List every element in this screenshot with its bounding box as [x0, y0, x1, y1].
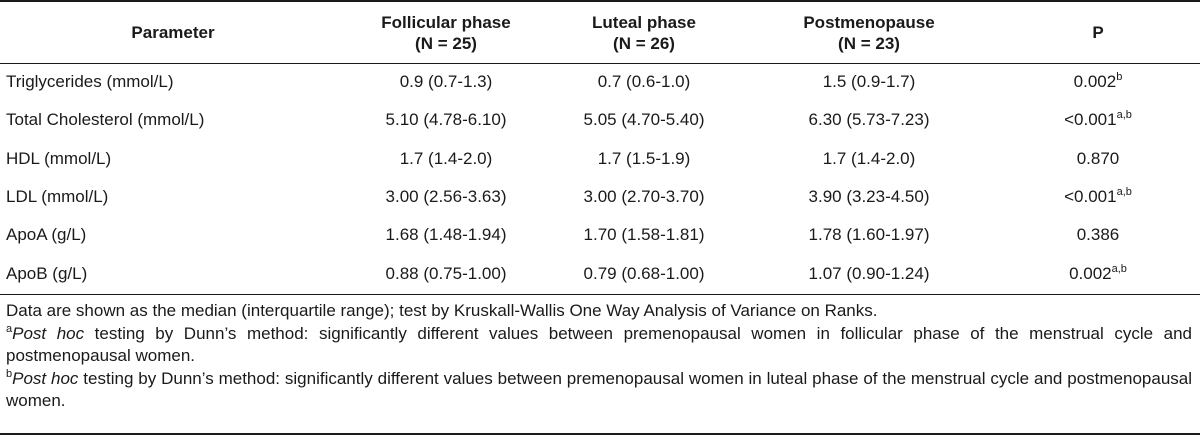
- footnote-a-italic: Post hoc: [12, 323, 85, 343]
- header-postmenopause: Postmenopause (N = 23): [742, 2, 996, 63]
- header-postmenopause-n: (N = 23): [838, 33, 900, 53]
- cell-postmenopause: 1.5 (0.9-1.7): [822, 72, 916, 92]
- footnote-b-text: testing by Dunn’s method: significantly …: [6, 368, 1193, 411]
- cell-p: 0.002a,b: [996, 254, 1200, 292]
- footnote-b-italic: Post hoc: [12, 368, 79, 388]
- p-footnote-mark: a,b: [1116, 186, 1132, 199]
- cell-luteal: 0.7 (0.6-1.0): [597, 72, 691, 92]
- cell-luteal: 5.05 (4.70-5.40): [583, 110, 705, 130]
- footnote-b-mark: b: [6, 367, 13, 380]
- footnote-general: Data are shown as the median (interquart…: [6, 301, 878, 320]
- p-footnote-mark: b: [1116, 71, 1123, 84]
- cell-postmenopause: 1.78 (1.60-1.97): [808, 225, 930, 245]
- p-value: 0.002: [1069, 263, 1112, 283]
- table-row: HDL (mmol/L) 1.7 (1.4-2.0) 1.7 (1.5-1.9)…: [0, 140, 1200, 178]
- header-row: Parameter Follicular phase (N = 25) Lute…: [0, 2, 1200, 63]
- cell-follicular: 0.88 (0.75-1.00): [385, 263, 507, 283]
- cell-follicular: 1.68 (1.48-1.94): [385, 225, 507, 245]
- cell-luteal: 1.7 (1.5-1.9): [597, 148, 691, 168]
- cell-parameter: Total Cholesterol (mmol/L): [6, 110, 205, 130]
- cell-follicular: 3.00 (2.56-3.63): [385, 187, 507, 207]
- cell-follicular: 5.10 (4.78-6.10): [385, 110, 507, 130]
- table-body-bottom-rule: [0, 294, 1200, 295]
- table-row: ApoB (g/L) 0.88 (0.75-1.00) 0.79 (0.68-1…: [0, 254, 1200, 292]
- table-bottom-rule: [0, 433, 1200, 435]
- lipid-parameters-table: Parameter Follicular phase (N = 25) Lute…: [0, 2, 1200, 293]
- header-p: P: [996, 2, 1200, 63]
- table-header: Parameter Follicular phase (N = 25) Lute…: [0, 2, 1200, 63]
- p-footnote-mark: a,b: [1116, 109, 1132, 122]
- table-footnotes: Data are shown as the median (interquart…: [6, 300, 1192, 413]
- p-value: <0.001: [1064, 187, 1117, 207]
- footnote-a-text: testing by Dunn’s method: significantly …: [6, 323, 1192, 366]
- cell-postmenopause: 6.30 (5.73-7.23): [808, 110, 930, 130]
- cell-parameter: Triglycerides (mmol/L): [6, 72, 174, 92]
- header-p-label: P: [1092, 23, 1104, 42]
- footnote-a-mark: a: [6, 322, 13, 335]
- header-follicular: Follicular phase (N = 25): [346, 2, 546, 63]
- table-body: Triglycerides (mmol/L) 0.9 (0.7-1.3) 0.7…: [0, 63, 1200, 293]
- p-value: <0.001: [1064, 110, 1117, 130]
- cell-follicular: 1.7 (1.4-2.0): [399, 148, 493, 168]
- cell-parameter: LDL (mmol/L): [6, 187, 109, 207]
- header-follicular-label: Follicular phase: [381, 12, 511, 32]
- header-luteal-label: Luteal phase: [592, 12, 696, 32]
- footnote-a: aPost hoc testing by Dunn’s method: sign…: [6, 323, 1192, 368]
- header-parameter: Parameter: [0, 2, 346, 63]
- table-row: Triglycerides (mmol/L) 0.9 (0.7-1.3) 0.7…: [0, 63, 1200, 101]
- cell-p: 0.870: [996, 140, 1200, 178]
- cell-parameter: ApoB (g/L): [6, 263, 88, 283]
- p-value: 0.386: [1076, 225, 1120, 245]
- header-luteal-n: (N = 26): [613, 33, 675, 53]
- table-row: Total Cholesterol (mmol/L) 5.10 (4.78-6.…: [0, 101, 1200, 139]
- table-row: ApoA (g/L) 1.68 (1.48-1.94) 1.70 (1.58-1…: [0, 216, 1200, 254]
- header-bottom-rule: [0, 63, 1200, 64]
- p-value: 0.002: [1073, 72, 1117, 92]
- cell-luteal: 1.70 (1.58-1.81): [583, 225, 705, 245]
- footnote-b: bPost hoc testing by Dunn’s method: sign…: [6, 368, 1192, 413]
- cell-luteal: 3.00 (2.70-3.70): [583, 187, 705, 207]
- p-footnote-mark: a,b: [1111, 262, 1127, 275]
- cell-parameter: HDL (mmol/L): [6, 148, 112, 168]
- table-top-rule: [0, 0, 1200, 2]
- cell-luteal: 0.79 (0.68-1.00): [583, 263, 705, 283]
- cell-postmenopause: 1.7 (1.4-2.0): [822, 148, 916, 168]
- header-luteal: Luteal phase (N = 26): [546, 2, 742, 63]
- cell-postmenopause: 1.07 (0.90-1.24): [808, 263, 930, 283]
- cell-parameter: ApoA (g/L): [6, 225, 87, 245]
- table-row: LDL (mmol/L) 3.00 (2.56-3.63) 3.00 (2.70…: [0, 178, 1200, 216]
- cell-postmenopause: 3.90 (3.23-4.50): [808, 187, 930, 207]
- header-follicular-n: (N = 25): [415, 33, 477, 53]
- cell-p: <0.001a,b: [996, 101, 1200, 139]
- header-postmenopause-label: Postmenopause: [803, 12, 935, 32]
- cell-p: 0.386: [996, 216, 1200, 254]
- header-parameter-label: Parameter: [131, 23, 215, 42]
- cell-p: 0.002b: [996, 63, 1200, 101]
- cell-follicular: 0.9 (0.7-1.3): [399, 72, 493, 92]
- cell-p: <0.001a,b: [996, 178, 1200, 216]
- p-value: 0.870: [1076, 148, 1120, 168]
